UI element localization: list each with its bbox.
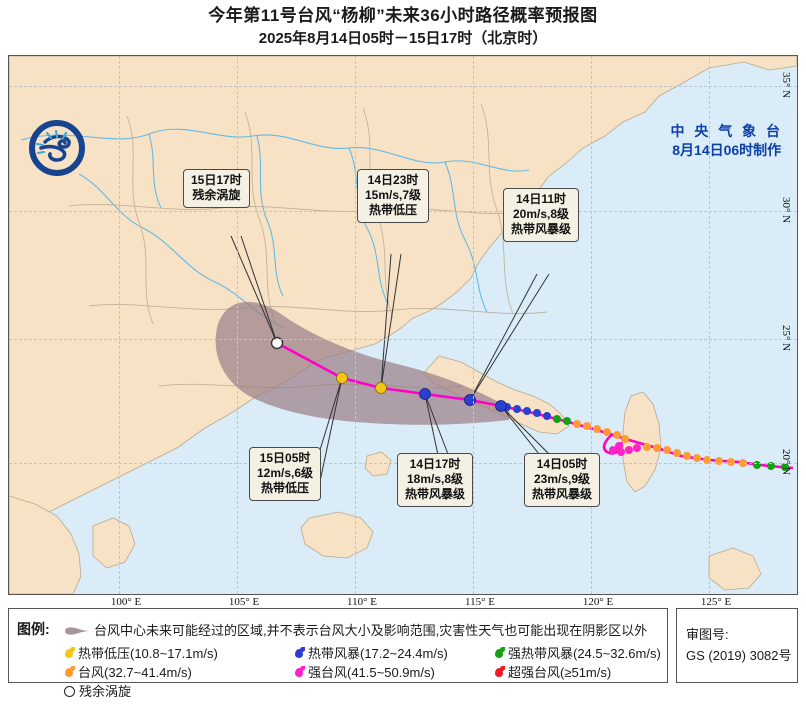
longitude-axis: 100° E 105° E 110° E 115° E 120° E 125° … — [8, 596, 798, 616]
callout-14day11h[interactable]: 14日11时 20m/s,8级 热带风暴级 — [503, 188, 580, 242]
callout-category: 热带风暴级 — [532, 487, 593, 501]
gridline-lat-35 — [9, 86, 797, 87]
title-main-text: 今年第11号台风“杨柳”未来36小时路径概率预报图 — [208, 6, 598, 25]
callout-14day23h[interactable]: 14日23时 15m/s,7级 热带低压 — [357, 169, 430, 223]
storm-dot-icon — [64, 666, 75, 679]
cma-issue-time: 8月14日06时制作 — [672, 142, 782, 158]
callout-category: 热带低压 — [369, 203, 418, 217]
legend-label: 热带风暴(17.2~24.4m/s) — [308, 646, 448, 661]
gridline-lon-100 — [119, 56, 120, 594]
storm-dot-icon — [494, 666, 505, 679]
latitude-axis: 35° N 30° N 25° N 20° N — [778, 55, 804, 595]
gridline-lat-25 — [9, 339, 797, 340]
gridline-lon-125 — [709, 56, 710, 594]
legend-label: 台风(32.7~41.4m/s) — [78, 665, 192, 680]
lon-tick: 105° E — [228, 596, 260, 608]
callout-15day17h[interactable]: 15日17时 残余涡旋 — [183, 169, 250, 208]
storm-dot-icon — [494, 647, 505, 660]
legend-row-1: 热带低压(10.8~17.1m/s) — [64, 643, 218, 662]
legend-row-3: 残余涡旋 — [64, 681, 131, 700]
legend-title: 图例: — [17, 621, 50, 637]
legend-panel: 图例: 台风中心未来可能经过的区域,并不表示台风大小及影响范围,灾害性天气也可能… — [8, 608, 668, 699]
historical-track-points — [503, 403, 789, 471]
approval-value: GS (2019) 3082号 — [686, 648, 792, 663]
gridline-lon-110 — [355, 56, 356, 594]
storm-dot-icon — [64, 647, 75, 660]
approval-number-panel: 审图号: GS (2019) 3082号 — [676, 608, 798, 683]
lon-tick: 115° E — [465, 596, 495, 608]
callout-wind: 23m/s,9级 — [533, 472, 591, 486]
callout-time: 15日05时 — [259, 451, 311, 465]
gridline-lon-115 — [473, 56, 474, 594]
cma-dragon-logo-icon — [29, 120, 85, 176]
legend-item-typhoon: 台风(32.7~41.4m/s) — [64, 662, 192, 681]
callout-time: 14日05时 — [536, 457, 588, 471]
lat-tick: 25° N — [780, 324, 792, 352]
forecast-probability-cone — [215, 301, 509, 425]
callout-category: 热带风暴级 — [511, 222, 572, 236]
open-circle-icon — [64, 686, 75, 697]
callout-wind: 18m/s,8级 — [406, 472, 464, 486]
lat-tick: 35° N — [780, 71, 792, 99]
gridline-lon-105 — [237, 56, 238, 594]
cma-org-name: 中 央 气 象 台 — [670, 123, 783, 139]
legend-row-2: 台风(32.7~41.4m/s) — [64, 662, 192, 681]
callout-wind: 20m/s,8级 — [512, 207, 570, 221]
legend-label: 强热带风暴(24.5~32.6m/s) — [508, 646, 661, 661]
gridline-lon-120 — [591, 56, 592, 594]
cone-shading-icon — [65, 627, 89, 635]
legend-cone-row: 台风中心未来可能经过的区域,并不表示台风大小及影响范围,灾害性天气也可能出现在阴… — [64, 620, 647, 639]
approval-label: 审图号: — [686, 627, 729, 642]
callout-wind: 12m/s,6级 — [257, 466, 314, 480]
lon-tick: 125° E — [700, 596, 732, 608]
callout-category: 残余涡旋 — [192, 188, 241, 202]
storm-dot-icon — [294, 647, 305, 660]
legend-item-super-typhoon: 超强台风(≥51m/s) — [494, 662, 611, 681]
forecast-track-points — [270, 336, 507, 412]
lon-tick: 100° E — [110, 596, 142, 608]
callout-15day05h[interactable]: 15日05时 12m/s,6级 热带低压 — [249, 447, 322, 501]
callout-14day05h[interactable]: 14日05时 23m/s,9级 热带风暴级 — [524, 453, 601, 507]
legend-item-residual-vortex: 残余涡旋 — [64, 681, 131, 700]
storm-dot-icon — [294, 666, 305, 679]
typhoon-track-map[interactable]: 中 央 气 象 台 8月14日06时制作 15日17时 残余涡旋 15日05时 … — [8, 55, 798, 595]
page-title: 今年第11号台风“杨柳”未来36小时路径概率预报图 2025年8月14日05时－… — [0, 4, 806, 50]
legend-cone-text: 台风中心未来可能经过的区域,并不表示台风大小及影响范围,灾害性天气也可能出现在阴… — [94, 623, 648, 638]
callout-time: 14日23时 — [367, 173, 419, 187]
callout-14day17h[interactable]: 14日17时 18m/s,8级 热带风暴级 — [397, 453, 474, 507]
callout-time: 14日11时 — [515, 192, 567, 206]
legend-row-1b: 热带风暴(17.2~24.4m/s) — [294, 643, 448, 662]
legend-row-1c: 强热带风暴(24.5~32.6m/s) — [494, 643, 661, 662]
legend-label: 强台风(41.5~50.9m/s) — [308, 665, 435, 680]
legend-item-severe-tropical-storm: 强热带风暴(24.5~32.6m/s) — [494, 643, 661, 662]
lon-tick: 110° E — [347, 596, 377, 608]
callout-time: 14日17时 — [409, 457, 461, 471]
legend-label: 残余涡旋 — [79, 684, 132, 699]
lat-tick: 20° N — [780, 448, 792, 476]
legend-item-severe-typhoon: 强台风(41.5~50.9m/s) — [294, 662, 435, 681]
cma-credit: 中 央 气 象 台 8月14日06时制作 — [670, 122, 783, 160]
legend-label: 热带低压(10.8~17.1m/s) — [78, 646, 218, 661]
legend-label: 超强台风(≥51m/s) — [508, 665, 612, 680]
title-sub-text: 2025年8月14日05时－15日17时（北京时） — [258, 30, 548, 47]
callout-category: 热带风暴级 — [405, 487, 466, 501]
legend-item-tropical-storm: 热带风暴(17.2~24.4m/s) — [294, 643, 448, 662]
legend-row-2b: 强台风(41.5~50.9m/s) — [294, 662, 435, 681]
callout-time: 15日17时 — [191, 173, 242, 187]
callout-category: 热带低压 — [261, 481, 310, 495]
legend-row-2c: 超强台风(≥51m/s) — [494, 662, 611, 681]
lat-tick: 30° N — [780, 196, 792, 224]
lon-tick: 120° E — [582, 596, 614, 608]
callout-wind: 15m/s,7级 — [365, 188, 422, 202]
legend-item-tropical-depression: 热带低压(10.8~17.1m/s) — [64, 643, 218, 662]
